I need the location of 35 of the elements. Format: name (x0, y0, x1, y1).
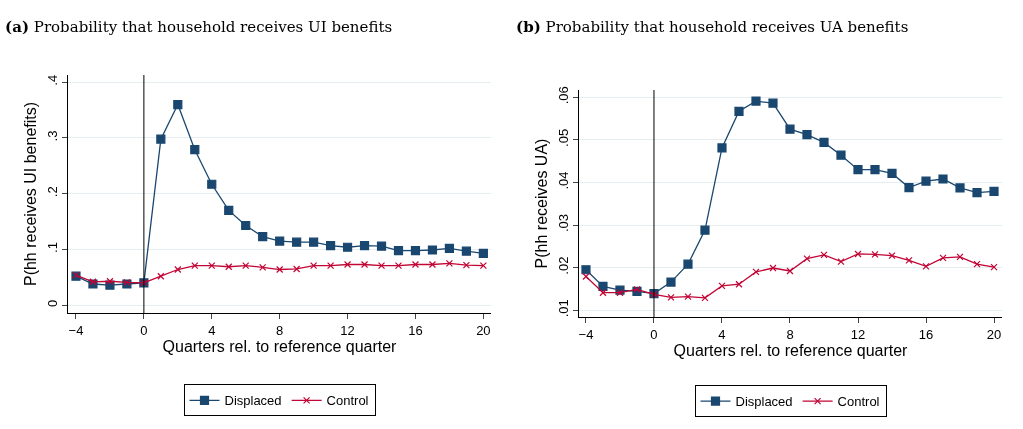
x-tick-label: 8 (786, 326, 794, 342)
x-tick-label: 4 (718, 326, 726, 342)
y-axis-title: P(hh receives UI benefits) (21, 101, 39, 287)
y-tick-label: .06 (555, 86, 571, 105)
x-tick-label: 4 (208, 322, 216, 338)
legend-label: Control (837, 394, 880, 410)
x-axis-title: Quarters rel. to reference quarter (673, 341, 909, 359)
y-tick-label: 0 (44, 299, 60, 307)
x-tick-label: 16 (408, 322, 423, 338)
x-tick-label: 16 (918, 326, 934, 342)
legend-label: Control (326, 393, 369, 409)
y-tick-label: .2 (44, 186, 60, 198)
y-axis-title: P(hh receives UA) (532, 138, 550, 269)
y-tick-label: .02 (555, 256, 571, 275)
y-tick-label: .05 (555, 128, 571, 147)
chart-title: (a) Probability that household receives UI benefits (5, 17, 393, 36)
x-tick-label: 0 (140, 322, 148, 338)
x-tick-label: 0 (650, 326, 658, 342)
x-tick-label: 20 (476, 322, 491, 338)
y-tick-label: .01 (555, 299, 571, 318)
y-tick-label: .04 (555, 171, 571, 190)
y-tick-label: .1 (44, 242, 60, 253)
x-axis-title: Quarters rel. to reference quarter (162, 337, 398, 355)
x-tick-label: 12 (850, 326, 866, 342)
legend-label: Displaced (735, 394, 793, 410)
y-tick-label: .3 (44, 130, 60, 142)
x-tick-label: 8 (276, 322, 284, 338)
y-tick-label: .4 (44, 74, 60, 86)
y-tick-label: .03 (555, 214, 571, 233)
x-tick-label: −4 (578, 326, 594, 342)
chart-title: (b) Probability that household receives UA benefits (516, 17, 909, 36)
x-tick-label: −4 (68, 322, 84, 338)
x-tick-label: 20 (986, 326, 1002, 342)
x-tick-label: 12 (340, 322, 355, 338)
legend-label: Displaced (224, 393, 282, 409)
